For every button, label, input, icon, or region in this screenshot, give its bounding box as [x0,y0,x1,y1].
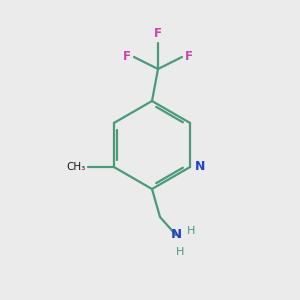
Text: F: F [185,50,193,64]
Text: H: H [176,247,184,257]
Text: N: N [170,229,182,242]
Text: F: F [123,50,131,64]
Text: CH₃: CH₃ [67,162,86,172]
Text: F: F [154,27,162,40]
Text: H: H [187,226,195,236]
Text: N: N [195,160,206,173]
